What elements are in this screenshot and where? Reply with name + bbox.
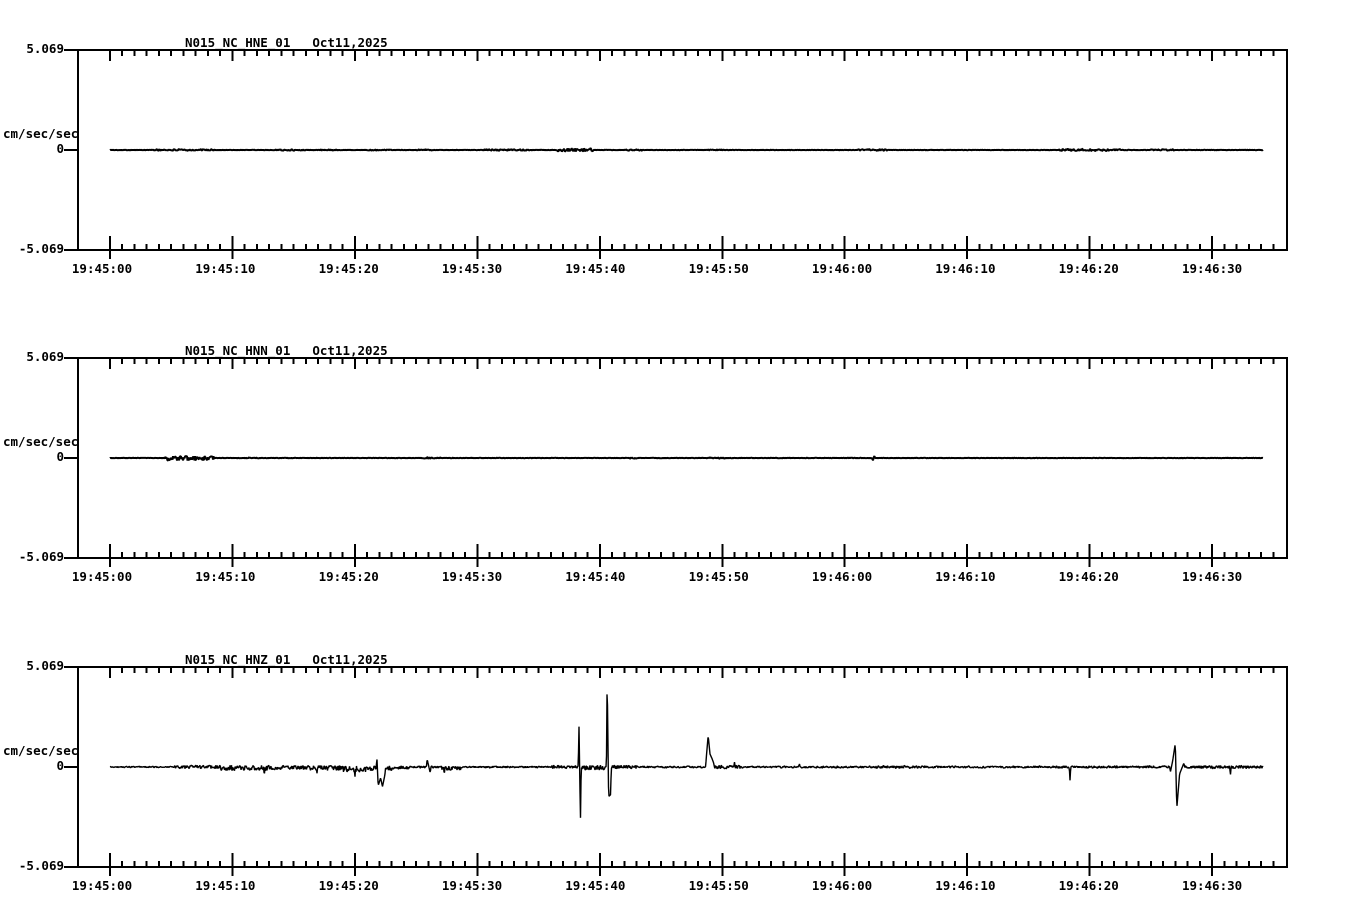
x-tick-label: 19:45:40 [565, 569, 626, 584]
x-tick-label: 19:45:00 [71, 261, 133, 276]
x-tick-label: 19:46:10 [935, 878, 996, 893]
x-tick-label: 19:46:20 [1058, 261, 1119, 276]
x-tick-label: 19:45:50 [688, 569, 749, 584]
x-tick-label: 19:45:10 [195, 261, 256, 276]
x-tick-label: 19:45:30 [441, 569, 503, 584]
x-tick-label: 19:46:30 [1181, 261, 1243, 276]
x-tick-label: 19:46:20 [1058, 569, 1119, 584]
x-tick-label: 19:45:10 [195, 569, 256, 584]
x-tick-label: 19:45:40 [565, 261, 626, 276]
x-tick-label: 19:45:50 [688, 261, 749, 276]
x-tick-label: 19:45:30 [441, 878, 503, 893]
axes-frame-and-ticks [64, 357, 1288, 567]
x-tick-label: 19:46:10 [935, 569, 996, 584]
x-tick-label: 19:45:00 [71, 569, 133, 584]
date-label: Oct11,2025 [312, 343, 388, 358]
station-channel-label: N015_NC_HNE_01 [185, 35, 291, 50]
y-tick-label-min: -5.069 [18, 858, 64, 873]
panel-title-hnz: N015_NC_HNZ_01 Oct11,2025 [185, 653, 388, 667]
y-tick-label-min: -5.069 [18, 549, 64, 564]
y-tick-label-zero: 0 [56, 449, 64, 464]
x-tick-label: 19:45:30 [441, 261, 503, 276]
x-tick-label: 19:45:20 [318, 261, 379, 276]
seismic-trace-n015_nc_hne_01 [109, 147, 1264, 153]
x-tick-label: 19:45:20 [318, 569, 379, 584]
x-tick-label: 19:46:10 [935, 261, 996, 276]
x-tick-label: 19:45:00 [71, 878, 133, 893]
y-axis-units-label: cm/sec/sec [3, 126, 79, 141]
y-axis-units-label: cm/sec/sec [3, 434, 79, 449]
x-tick-label: 19:45:10 [195, 878, 256, 893]
x-tick-label: 19:46:00 [811, 878, 873, 893]
panel-title-hnn: N015_NC_HNN_01 Oct11,2025 [185, 344, 388, 358]
date-label: Oct11,2025 [312, 35, 388, 50]
seismic-trace-n015_nc_hnz_01 [109, 694, 1264, 818]
axes-frame-and-ticks [64, 49, 1288, 259]
panel-title-hne: N015_NC_HNE_01 Oct11,2025 [185, 36, 388, 50]
x-tick-label: 19:46:00 [811, 569, 873, 584]
seismic-trace-n015_nc_hnn_01 [109, 455, 1264, 462]
y-tick-label-max: 5.069 [26, 658, 64, 673]
date-label: Oct11,2025 [312, 652, 388, 667]
y-tick-label-min: -5.069 [18, 241, 64, 256]
station-channel-label: N015_NC_HNN_01 [185, 343, 291, 358]
y-tick-label-zero: 0 [56, 758, 64, 773]
x-tick-label: 19:46:30 [1181, 878, 1243, 893]
x-tick-label: 19:45:50 [688, 878, 749, 893]
x-tick-label: 19:46:00 [811, 261, 873, 276]
y-tick-label-max: 5.069 [26, 41, 64, 56]
station-channel-label: N015_NC_HNZ_01 [185, 652, 291, 667]
y-tick-label-max: 5.069 [26, 349, 64, 364]
x-tick-label: 19:45:40 [565, 878, 626, 893]
x-tick-label: 19:46:30 [1181, 569, 1243, 584]
x-tick-label: 19:45:20 [318, 878, 379, 893]
x-tick-label: 19:46:20 [1058, 878, 1119, 893]
y-tick-label-zero: 0 [56, 141, 64, 156]
axes-frame-and-ticks [64, 666, 1288, 876]
y-axis-units-label: cm/sec/sec [3, 743, 79, 758]
